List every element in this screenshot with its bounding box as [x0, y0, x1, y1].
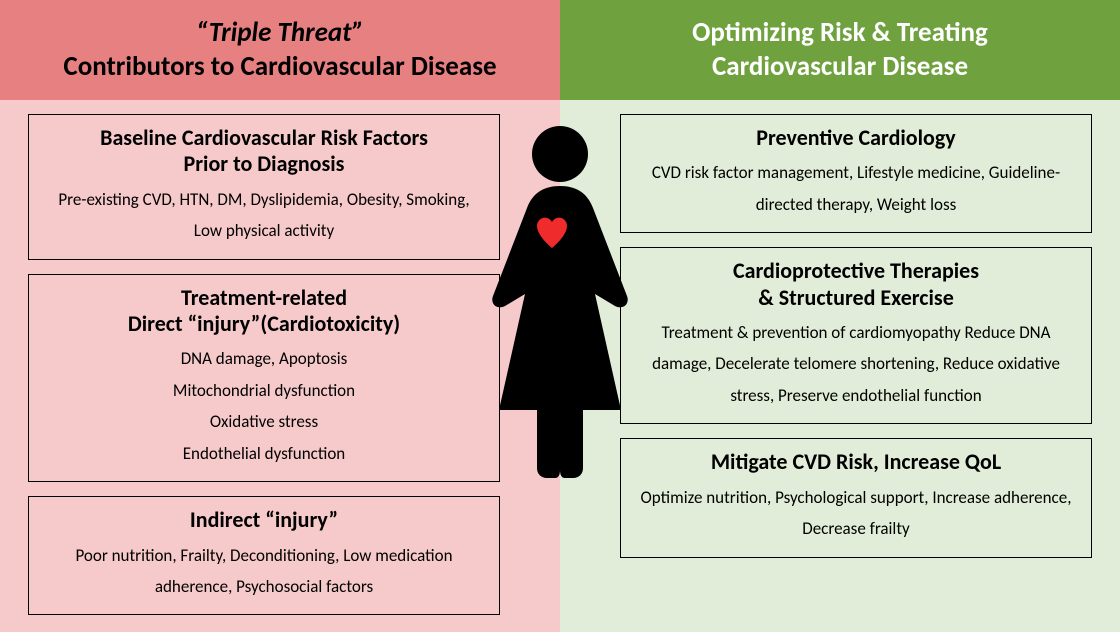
card-title-line: Treatment-related — [43, 285, 485, 311]
card-title-line: Preventive Cardiology — [635, 125, 1077, 151]
card-body: Poor nutrition, Frailty, Deconditioning,… — [43, 540, 485, 603]
card-title: Preventive Cardiology — [635, 125, 1077, 151]
left-card-2: Indirect “injury” Poor nutrition, Frailt… — [28, 496, 500, 615]
right-card-2: Mitigate CVD Risk, Increase QoL Optimize… — [620, 438, 1092, 557]
card-title: Baseline Cardiovascular Risk Factors Pri… — [43, 125, 485, 178]
left-column: “Triple Threat” Contributors to Cardiova… — [0, 0, 560, 632]
left-header-line2: Contributors to Cardiovascular Disease — [63, 50, 496, 84]
card-title: Cardioprotective Therapies & Structured … — [635, 258, 1077, 311]
right-header-line2: Cardiovascular Disease — [692, 50, 988, 84]
card-title-line: Mitigate CVD Risk, Increase QoL — [635, 449, 1077, 475]
card-title: Mitigate CVD Risk, Increase QoL — [635, 449, 1077, 475]
card-title: Treatment-related Direct “injury”(Cardio… — [43, 285, 485, 338]
card-title-line: Indirect “injury” — [43, 507, 485, 533]
left-card-1: Treatment-related Direct “injury”(Cardio… — [28, 274, 500, 483]
card-title-line: Prior to Diagnosis — [43, 151, 485, 177]
right-column: Optimizing Risk & Treating Cardiovascula… — [560, 0, 1120, 632]
card-body: Optimize nutrition, Psychological suppor… — [635, 482, 1077, 545]
card-body: CVD risk factor management, Lifestyle me… — [635, 157, 1077, 220]
right-body: Preventive Cardiology CVD risk factor ma… — [560, 100, 1120, 632]
card-title-line: & Structured Exercise — [635, 285, 1077, 311]
left-body: Baseline Cardiovascular Risk Factors Pri… — [0, 100, 560, 632]
card-title-line: Cardioprotective Therapies — [635, 258, 1077, 284]
card-title: Indirect “injury” — [43, 507, 485, 533]
left-header: “Triple Threat” Contributors to Cardiova… — [0, 0, 560, 100]
card-body: Treatment & prevention of cardiomyopathy… — [635, 317, 1077, 411]
card-title-line: Direct “injury”(Cardiotoxicity) — [43, 311, 485, 337]
right-header-line1: Optimizing Risk & Treating — [692, 16, 988, 50]
left-card-0: Baseline Cardiovascular Risk Factors Pri… — [28, 114, 500, 260]
right-card-0: Preventive Cardiology CVD risk factor ma… — [620, 114, 1092, 233]
right-header: Optimizing Risk & Treating Cardiovascula… — [560, 0, 1120, 100]
card-body: Pre-existing CVD, HTN, DM, Dyslipidemia,… — [43, 184, 485, 247]
infographic-container: “Triple Threat” Contributors to Cardiova… — [0, 0, 1120, 632]
left-header-line1: “Triple Threat” — [63, 16, 496, 50]
card-title-line: Baseline Cardiovascular Risk Factors — [43, 125, 485, 151]
card-body: DNA damage, ApoptosisMitochondrial dysfu… — [43, 343, 485, 469]
right-card-1: Cardioprotective Therapies & Structured … — [620, 247, 1092, 424]
